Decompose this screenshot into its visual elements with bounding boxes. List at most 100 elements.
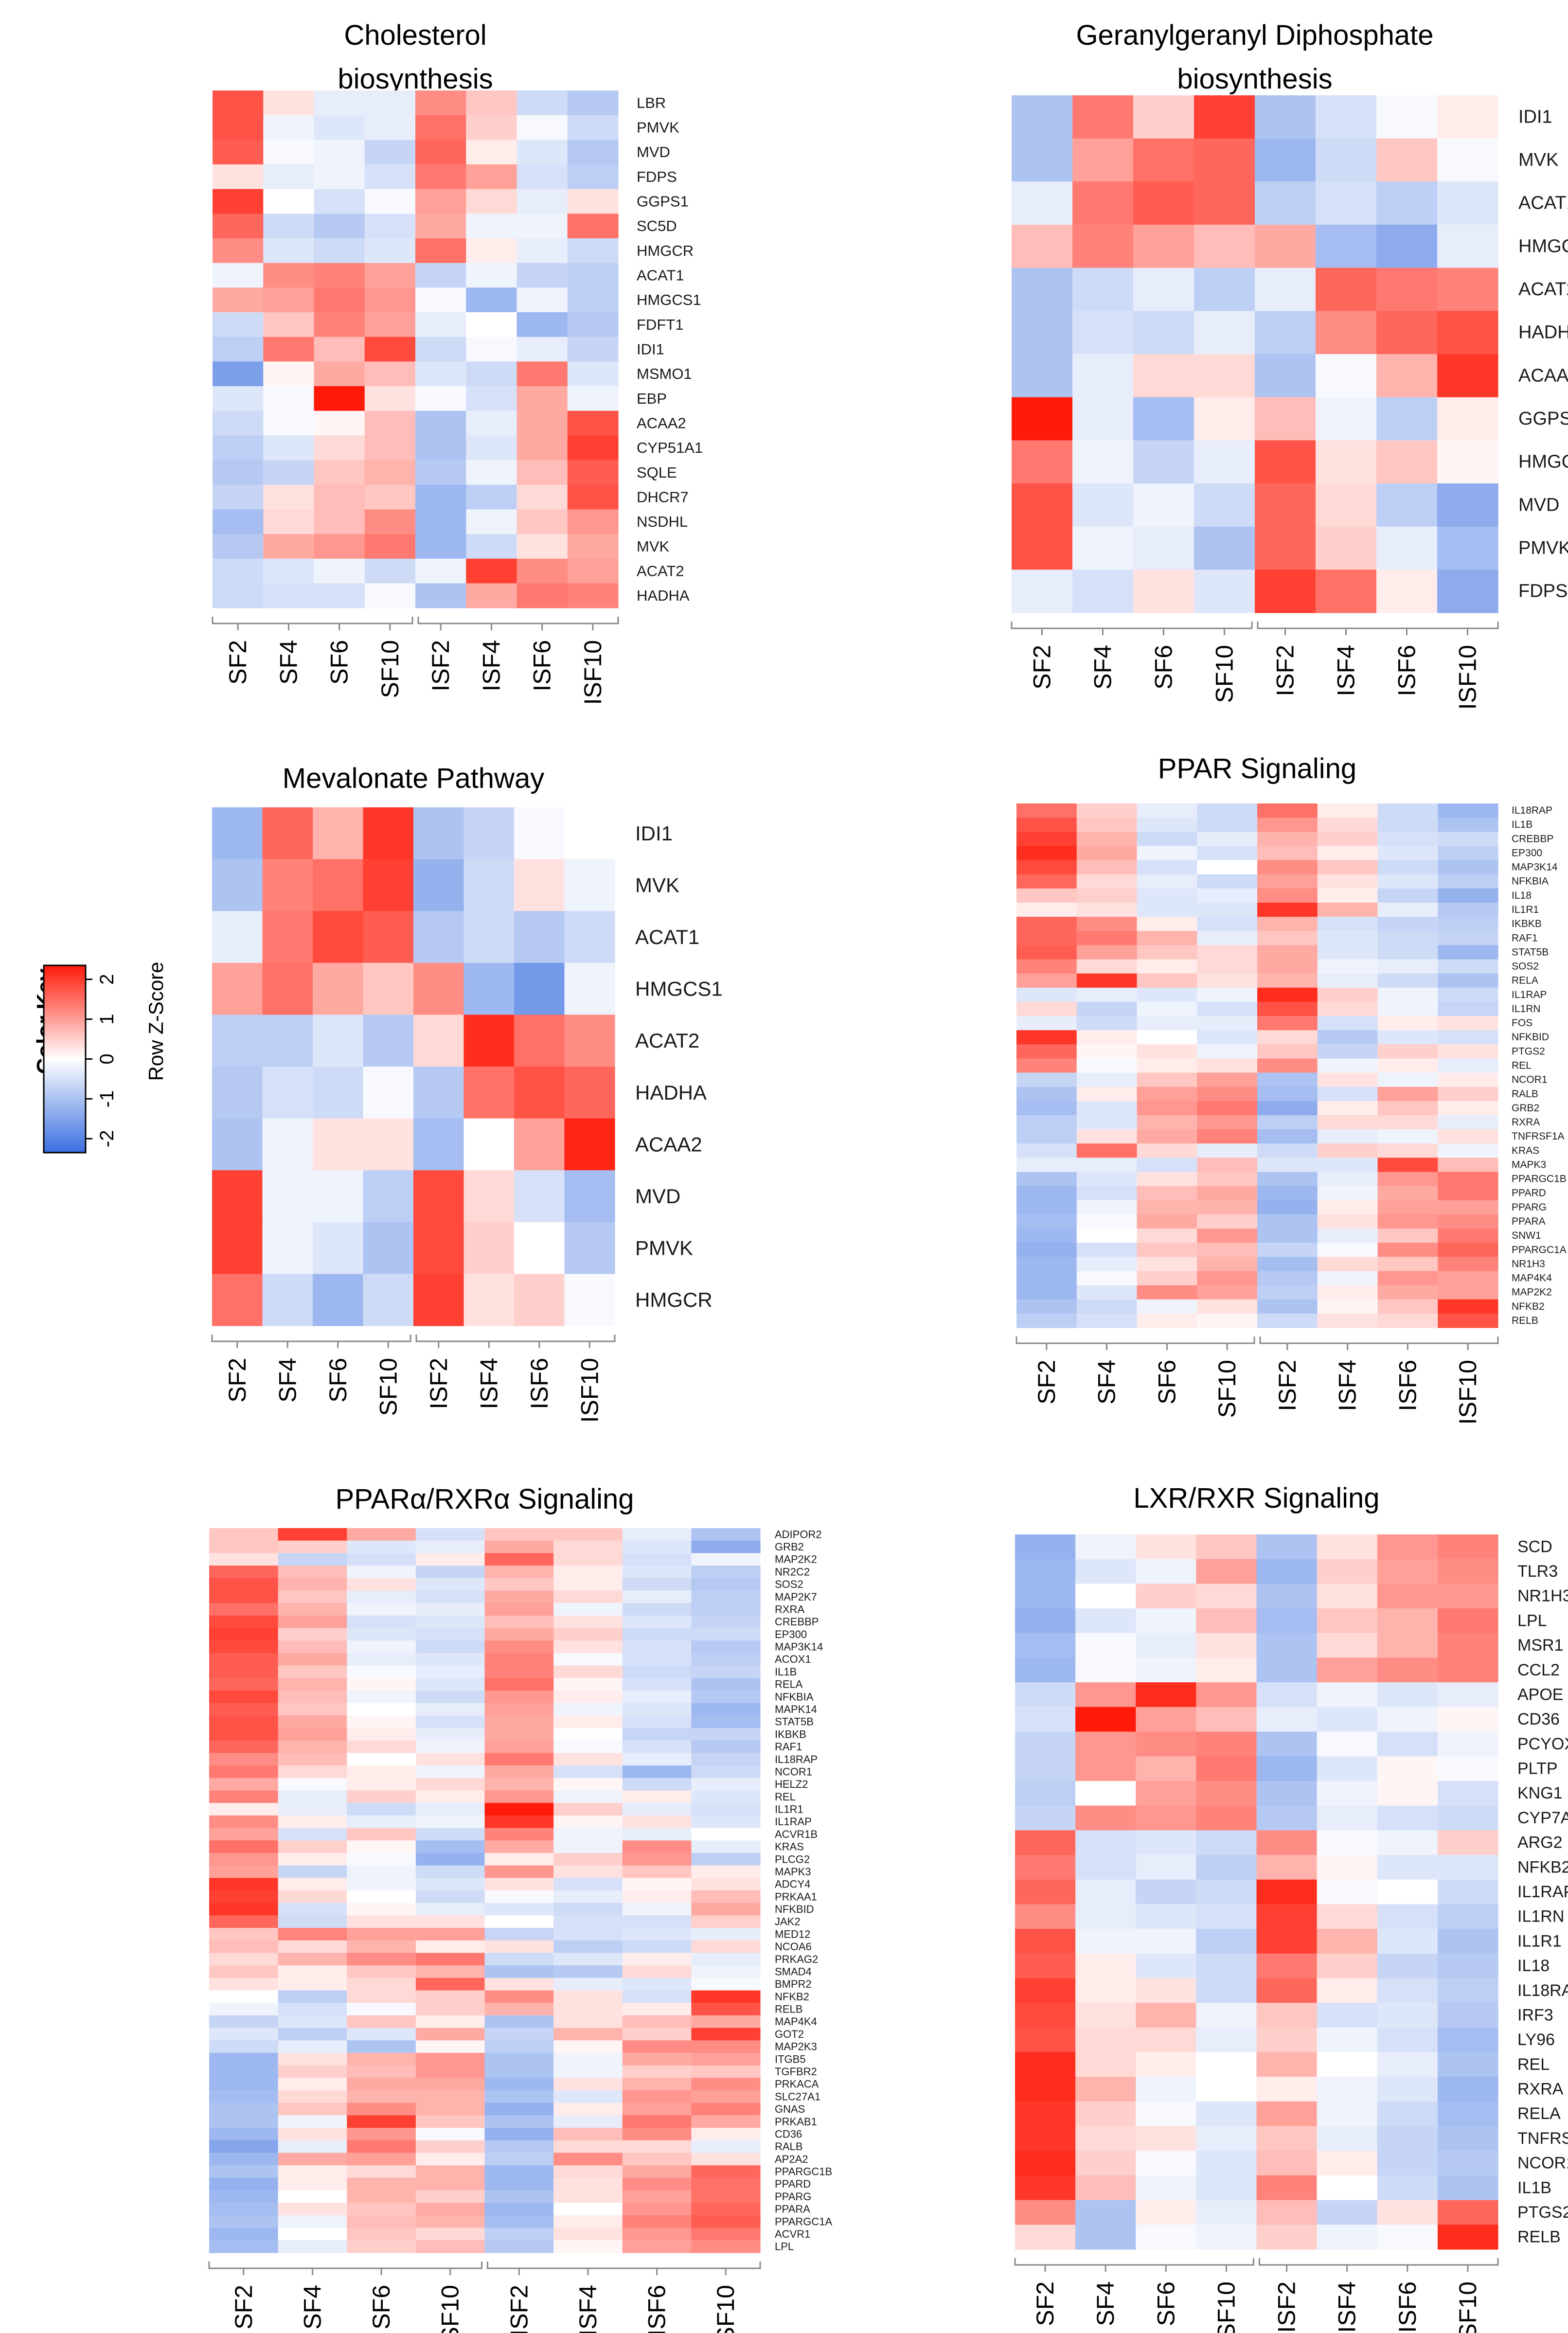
heatmap-cell [1076, 860, 1138, 875]
heatmap-cell [415, 287, 466, 313]
row-label: PRKAA1 [775, 1890, 817, 1903]
heatmap-cell [1256, 2175, 1318, 2201]
row-label: MVK [637, 538, 670, 555]
heatmap-cell [622, 1953, 692, 1966]
heatmap-cell [278, 1865, 347, 1878]
heatmap-cell [278, 1578, 347, 1591]
heatmap-cell [1072, 95, 1134, 139]
heatmap-cell [263, 484, 315, 510]
heatmap-cell [484, 1615, 554, 1629]
heatmap-cell [363, 1170, 414, 1223]
heatmap-cell [1257, 818, 1318, 832]
heatmap-cell [212, 1015, 263, 1067]
heatmap-cell [553, 2128, 623, 2141]
heatmap-cell [691, 1728, 761, 1741]
heatmap-cell [278, 1553, 347, 1566]
heatmap-cell [1376, 311, 1438, 355]
heatmap-cell [1437, 2052, 1498, 2077]
heatmap-cell [1377, 1172, 1438, 1187]
heatmap-cell [213, 484, 264, 510]
heatmap-cell [1197, 803, 1258, 818]
heatmap-cell [1197, 1101, 1258, 1116]
row-label: NFKBIA [775, 1691, 814, 1703]
column-dendrogram [211, 1335, 616, 1342]
heatmap-cell [1137, 1101, 1197, 1116]
heatmap-cell [213, 460, 264, 485]
column-dendrogram [208, 2262, 761, 2269]
heatmap-cell [347, 1852, 416, 1866]
heatmap-cell [1377, 1534, 1438, 1560]
column-label: ISF2 [425, 1358, 452, 1409]
heatmap-cell [213, 312, 264, 338]
heatmap-cell [1377, 1584, 1438, 1609]
heatmap-cell [415, 1540, 485, 1553]
heatmap-cell [1317, 1200, 1378, 1215]
heatmap-cell [1016, 1158, 1077, 1173]
heatmap-cell [1317, 1186, 1378, 1201]
heatmap-cell [567, 287, 619, 313]
heatmap-cell [1376, 267, 1438, 311]
row-label: HMGCR [637, 242, 694, 259]
column-label: ISF10 [576, 1358, 603, 1423]
heatmap-cell [484, 2165, 554, 2178]
heatmap-cell [262, 911, 313, 963]
heatmap-cell [622, 1628, 692, 1641]
heatmap-cell [466, 410, 517, 436]
heatmap-cell [622, 2115, 692, 2128]
heatmap-cell [1133, 354, 1194, 398]
heatmap-cell [415, 1840, 485, 1853]
heatmap-cell [1256, 2077, 1318, 2102]
heatmap-cell [415, 1778, 485, 1791]
heatmap-cell [484, 1540, 554, 1553]
column-label: ISF10 [1454, 1360, 1481, 1425]
row-label: TNFRSF1A [1517, 2129, 1568, 2148]
heatmap-cell [1196, 2027, 1257, 2053]
row-label: CYP51A1 [637, 439, 703, 456]
heatmap-cell [278, 1977, 347, 1991]
heatmap-cell [564, 962, 615, 1015]
heatmap-cell [1196, 1854, 1257, 1880]
row-label: RAF1 [775, 1741, 802, 1753]
heatmap-cell [213, 509, 264, 534]
heatmap-cell [1075, 2003, 1136, 2028]
heatmap-cell [1012, 526, 1073, 570]
heatmap-cell [1438, 803, 1498, 818]
heatmap-cell [314, 386, 365, 411]
heatmap-cell [209, 1865, 279, 1878]
heatmap-cell [1197, 874, 1258, 889]
heatmap-cell [1317, 1879, 1378, 1905]
heatmap-cell [363, 911, 414, 963]
heatmap-cell [347, 1578, 416, 1591]
heatmap-cell [415, 1890, 485, 1904]
heatmap-cell [278, 1903, 347, 1916]
heatmap-cell [1136, 1953, 1196, 1979]
column-label: SF2 [224, 1358, 251, 1403]
heatmap-cell [1317, 1271, 1378, 1286]
heatmap-cell [347, 1965, 416, 1978]
heatmap-cell [212, 962, 263, 1015]
heatmap-cell [415, 1740, 485, 1754]
row-label: ACOX1 [775, 1653, 811, 1665]
heatmap-cell [263, 509, 315, 534]
row-label: PPARD [1512, 1188, 1546, 1199]
row-label: MAPK14 [775, 1703, 817, 1715]
heatmap-cell [484, 2240, 554, 2253]
heatmap-cell [413, 962, 464, 1015]
heatmap-cell [314, 435, 365, 461]
heatmap-cell [1257, 1214, 1318, 1229]
row-label: JAK2 [775, 1916, 801, 1928]
heatmap-cell [484, 1665, 554, 1678]
heatmap-cell [1136, 1854, 1196, 1880]
heatmap-cell [1137, 1214, 1197, 1229]
heatmap-cell [691, 1540, 761, 1553]
row-label: ACAT1 [635, 926, 699, 948]
heatmap-cell [622, 1903, 692, 1916]
heatmap-cell [1016, 1101, 1077, 1116]
heatmap-cell [1075, 1781, 1136, 1806]
heatmap-cell [347, 1803, 416, 1816]
heatmap-cell [415, 263, 466, 288]
column-dendrogram [1014, 2258, 1499, 2266]
heatmap-cell [463, 1067, 515, 1119]
row-label: MAP2K2 [775, 1553, 817, 1566]
row-label: NFKB2 [775, 1991, 809, 2003]
